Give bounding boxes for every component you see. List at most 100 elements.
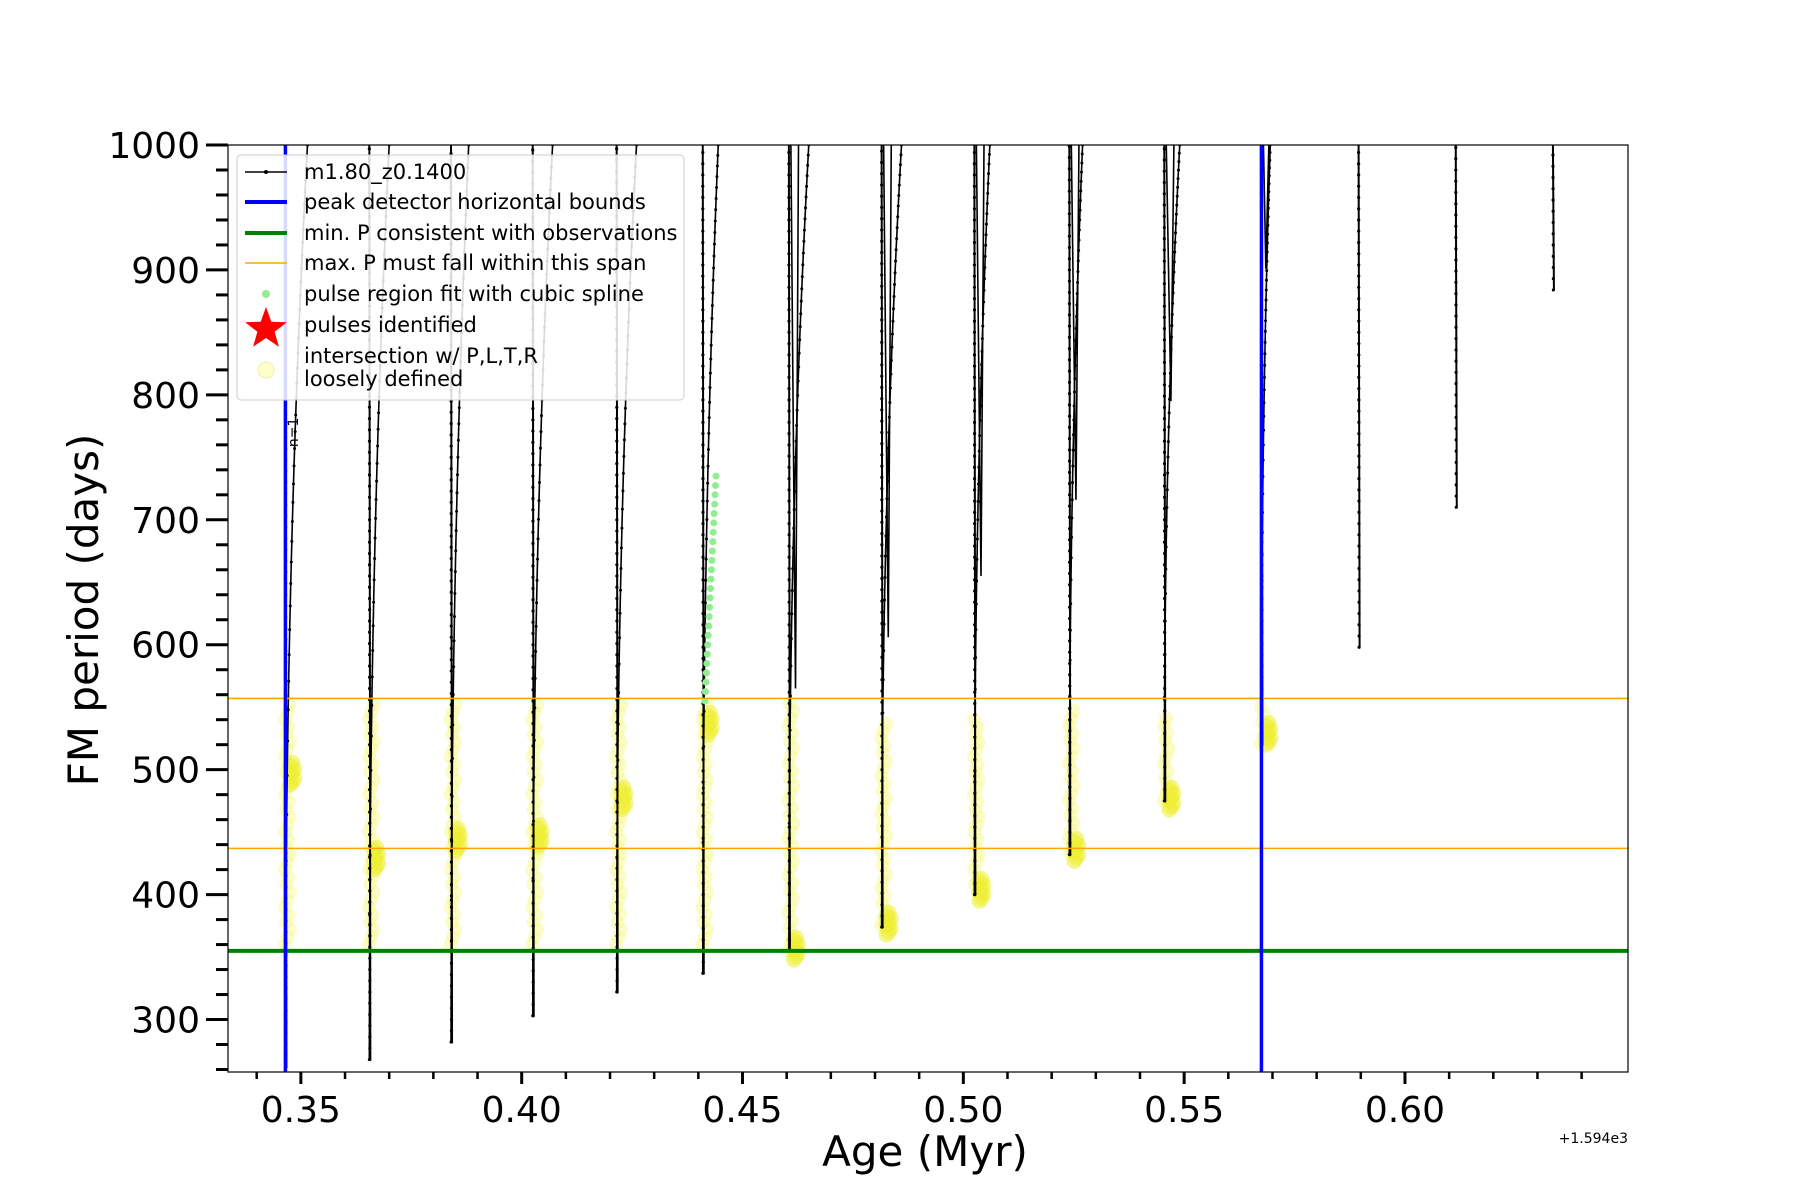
intersection-point [364, 892, 379, 907]
pulse-marker [1067, 347, 1072, 351]
pulse-marker [291, 482, 295, 486]
legend-label: intersection w/ P,L,T,R [304, 344, 538, 368]
pulse-marker [897, 194, 901, 198]
pulse-marker [1551, 220, 1555, 225]
pulse-marker [367, 417, 372, 421]
pulse-marker [538, 463, 542, 467]
pulse-marker [373, 536, 377, 540]
pulse-marker [705, 518, 709, 522]
pulse-marker [531, 688, 535, 692]
y-tick-label: 1000 [108, 126, 200, 167]
pulse-marker [972, 150, 976, 155]
pulse-marker [1357, 173, 1361, 177]
pulse-marker [880, 172, 884, 176]
pulse-marker [1162, 248, 1166, 252]
pulse-marker [374, 516, 378, 520]
pulse-marker [449, 500, 453, 504]
pulse-marker [799, 299, 803, 303]
pulse-sub-line [1262, 145, 1270, 269]
pulse-marker [789, 664, 793, 668]
pulse-marker [972, 342, 977, 346]
intersection-point [1066, 703, 1081, 718]
pulse-marker [615, 563, 619, 567]
intersection-point [450, 821, 467, 838]
pulse-marker [1357, 499, 1361, 503]
pulse-marker [615, 551, 619, 556]
pulse-marker [974, 602, 978, 606]
pulse-marker [615, 619, 619, 623]
pulse-marker [787, 611, 791, 616]
legend-label: max. P must fall within this span [304, 251, 646, 275]
pulse-marker [1264, 288, 1268, 292]
pulse-marker [708, 400, 712, 404]
pulse-marker [1162, 237, 1166, 241]
pulse-marker [880, 419, 884, 423]
pulse-marker [449, 680, 453, 684]
pulse-marker [616, 722, 620, 726]
pulse-marker [1357, 566, 1361, 571]
pulse-marker [367, 439, 372, 443]
pulse-marker [1357, 274, 1361, 278]
intersection-point [876, 761, 891, 776]
pulse-marker [973, 521, 977, 526]
pulse-marker [533, 677, 537, 681]
pulse-marker [1167, 411, 1171, 415]
intersection-point [1064, 711, 1079, 726]
pulse-marker [1068, 549, 1072, 553]
pulse-marker [701, 263, 705, 267]
pulse-marker [972, 184, 976, 188]
pulse-marker [701, 364, 705, 368]
pulse-marker [787, 330, 791, 334]
pulse-marker [449, 613, 453, 617]
spline-point [707, 566, 715, 574]
pulse-marker [715, 186, 719, 190]
pulse-marker [615, 801, 619, 805]
pulse-marker [1454, 325, 1458, 330]
pulse-marker [975, 579, 979, 583]
intersection-point [876, 798, 891, 813]
pulse-marker [1551, 254, 1555, 258]
pulse-marker [1175, 203, 1179, 207]
pulse-marker [449, 601, 453, 606]
legend-item-5: pulses identified [245, 307, 477, 347]
pulse-marker [881, 711, 885, 715]
pulse-marker [880, 284, 884, 288]
pulse-marker [615, 506, 619, 511]
pulse-marker [974, 656, 978, 660]
pulse-marker [1454, 483, 1458, 487]
pulse-marker [704, 537, 708, 541]
pulse-marker [880, 160, 884, 165]
legend-item-0: m1.80_z0.1400 [245, 160, 466, 185]
pulse-marker [973, 533, 977, 537]
pulse-marker [701, 544, 705, 548]
pulse-marker [880, 644, 884, 648]
pulse-marker [531, 1014, 535, 1018]
intersection-group-11 [1254, 700, 1279, 753]
intersection-point [787, 929, 804, 946]
pulse-marker [1166, 455, 1170, 459]
pulse-marker [1080, 152, 1084, 156]
pulse-marker [531, 631, 535, 636]
spline-point [712, 481, 720, 489]
pulse-marker [701, 218, 705, 222]
pulse-marker [615, 686, 619, 691]
pulse-marker [368, 720, 372, 724]
pulse-marker [1357, 431, 1361, 436]
pulse-marker [531, 819, 535, 823]
spline-point [704, 631, 712, 639]
pulse-marker [1166, 440, 1170, 444]
legend-handle-marker [264, 170, 268, 174]
intersection-point [874, 731, 889, 746]
pulse-marker [1454, 426, 1458, 431]
pulse-marker [787, 218, 791, 222]
pulse-marker [787, 207, 791, 211]
pulse-marker [367, 563, 372, 567]
pulse-marker [787, 589, 791, 593]
pulse-marker [880, 183, 884, 187]
pulse-marker [1080, 161, 1084, 165]
intersection-point [697, 742, 712, 757]
pulse-marker [972, 443, 977, 447]
legend-label: pulse region fit with cubic spline [304, 282, 644, 306]
pulse-marker [288, 628, 292, 632]
pulse-marker [372, 578, 376, 582]
